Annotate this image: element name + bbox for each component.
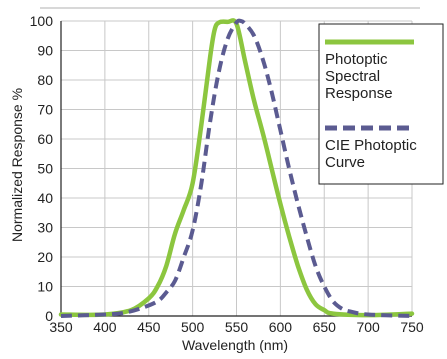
x-tick-label: 450 (137, 319, 161, 335)
y-tick-label: 100 (30, 13, 54, 29)
y-tick-label: 80 (37, 72, 53, 88)
x-tick-label: 400 (93, 319, 117, 335)
x-tick-label: 700 (356, 319, 380, 335)
y-tick-label: 40 (37, 190, 53, 206)
y-tick-label: 70 (37, 102, 53, 118)
y-tick-label: 50 (37, 161, 53, 177)
legend-label-line: Response (325, 85, 393, 102)
y-tick-label: 90 (37, 43, 53, 59)
legend-label-line: CIE Photoptic (325, 137, 417, 154)
y-tick-label: 30 (37, 220, 53, 236)
legend-label-line: Spectral (325, 68, 380, 85)
series-line-photoptic-response (58, 18, 415, 318)
legend-label-line: Photoptic (325, 51, 388, 68)
x-tick-label: 500 (181, 319, 205, 335)
tick-labels: 0 10 20 30 40 50 60 70 80 90 100 350 400 450 500 550 600… (30, 13, 424, 335)
x-axis-label: Wavelength (nm) (182, 337, 288, 353)
y-tick-label: 20 (37, 249, 53, 265)
series-line-cie-photoptic (60, 18, 413, 318)
x-tick-label: 600 (269, 319, 293, 335)
legend-label-line: Curve (325, 154, 365, 171)
y-tick-label: 10 (37, 279, 53, 295)
y-tick-label: 0 (45, 308, 53, 324)
x-tick-label: 650 (313, 319, 337, 335)
x-tick-label: 350 (49, 319, 73, 335)
legend-box (318, 23, 444, 185)
x-tick-label: 550 (225, 319, 249, 335)
y-axis-label: Normalized Response % (9, 88, 25, 242)
y-tick-label: 60 (37, 131, 53, 147)
x-tick-label: 750 (400, 319, 424, 335)
series-group (58, 18, 415, 318)
